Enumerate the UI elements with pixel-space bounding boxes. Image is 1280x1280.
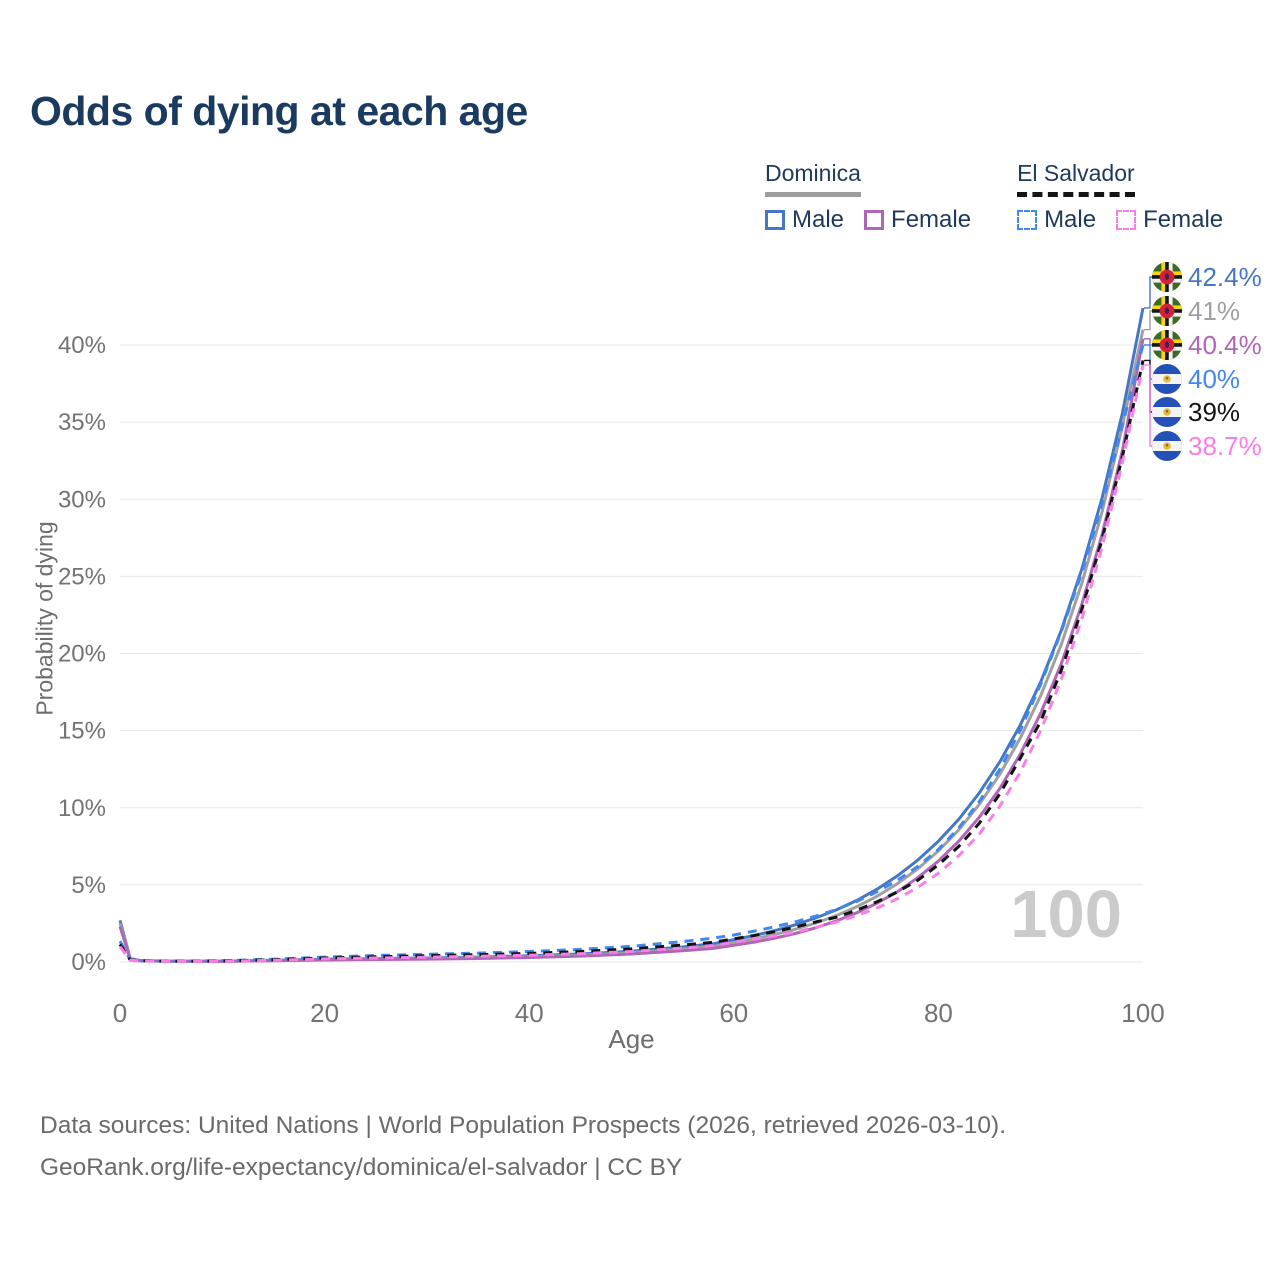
- el-salvador-flag-icon: [1152, 431, 1182, 461]
- legend-country-dominica[interactable]: Dominica: [765, 160, 861, 197]
- y-tick-label: 35%: [58, 409, 106, 436]
- end-value-label: 41%: [1188, 296, 1240, 326]
- series-line-dominica-both[interactable]: [118, 329, 1145, 963]
- y-tick-label: 0%: [71, 949, 106, 976]
- footer-attribution-line: GeoRank.org/life-expectancy/dominica/el-…: [40, 1154, 683, 1181]
- x-tick-label: 20: [310, 998, 339, 1028]
- legend-items-el-salvador: Male Female: [1017, 206, 1223, 234]
- dominica-flag-icon: [1152, 296, 1182, 326]
- x-axis-title: Age: [608, 1024, 655, 1054]
- series-line-dominica-female-female[interactable]: [118, 338, 1145, 963]
- end-value-label: 40%: [1188, 364, 1240, 394]
- y-tick-label: 25%: [58, 563, 106, 590]
- end-value-label: 39%: [1188, 397, 1240, 427]
- el-salvador-female-swatch-icon: [1116, 210, 1137, 230]
- dominica-male-swatch-icon: [765, 210, 785, 230]
- legend-item-dominica-female[interactable]: Female: [864, 206, 971, 234]
- x-tick-label: 60: [719, 998, 748, 1028]
- legend-item-dominica-male[interactable]: Male: [765, 206, 844, 234]
- legend-item-label: Male: [1044, 206, 1097, 233]
- series-line-dominica-male-male[interactable]: [118, 307, 1145, 963]
- legend-item-el-salvador-female[interactable]: Female: [1116, 206, 1223, 234]
- end-value-label: 40.4%: [1188, 330, 1262, 360]
- leader-line: [1144, 344, 1154, 380]
- x-tick-label: 0: [113, 998, 127, 1028]
- footer: Data sources: United Nations | World Pop…: [40, 1105, 1006, 1189]
- y-tick-label: 30%: [58, 486, 106, 513]
- series-line-el-salvador-male-male[interactable]: [118, 344, 1145, 963]
- series-line-el-salvador-both[interactable]: [118, 360, 1145, 963]
- end-value-label: 42.4%: [1188, 262, 1262, 292]
- x-tick-label: 40: [515, 998, 544, 1028]
- dominica-female-swatch-icon: [864, 210, 885, 230]
- leader-line: [1144, 276, 1154, 309]
- legend-items-dominica: Male Female: [765, 206, 971, 234]
- age-watermark: 100: [1010, 877, 1122, 952]
- end-value-label: 38.7%: [1188, 431, 1262, 461]
- x-tick-label: 80: [924, 998, 953, 1028]
- legend-group-dominica: Dominica Male Female: [765, 160, 971, 234]
- series-line-el-salvador-female-female[interactable]: [118, 364, 1145, 963]
- plot-area[interactable]: 0% 5% 10% 15% 20% 25% 30% 35% 40% 0 20 40 60 80 100 42.…: [0, 0, 1280, 1080]
- el-salvador-flag-icon: [1152, 364, 1182, 394]
- y-tick-label: 10%: [58, 795, 106, 822]
- legend-group-el-salvador: El Salvador Male Female: [1017, 160, 1223, 234]
- dominica-flag-icon: [1152, 262, 1182, 292]
- x-tick-label: 100: [1121, 998, 1164, 1028]
- legend-item-el-salvador-male[interactable]: Male: [1017, 206, 1096, 234]
- legend-item-label: Female: [891, 206, 972, 233]
- footer-sources-line: Data sources: United Nations | World Pop…: [40, 1112, 1007, 1139]
- legend-item-label: Male: [792, 206, 845, 233]
- dominica-flag-icon: [1152, 330, 1182, 360]
- legend: Dominica Male Female El Salvador Male: [765, 160, 1223, 234]
- y-axis-title: Probability of dying: [31, 521, 58, 716]
- legend-item-label: Female: [1143, 206, 1224, 233]
- y-tick-label: 40%: [58, 332, 106, 359]
- legend-country-el-salvador[interactable]: El Salvador: [1017, 160, 1135, 197]
- page-title: Odds of dying at each age: [30, 88, 528, 134]
- y-tick-label: 15%: [58, 718, 106, 745]
- y-tick-label: 20%: [58, 641, 106, 668]
- el-salvador-male-swatch-icon: [1017, 210, 1038, 230]
- leader-line: [1144, 359, 1154, 413]
- y-tick-label: 5%: [71, 872, 106, 899]
- el-salvador-flag-icon: [1152, 397, 1182, 427]
